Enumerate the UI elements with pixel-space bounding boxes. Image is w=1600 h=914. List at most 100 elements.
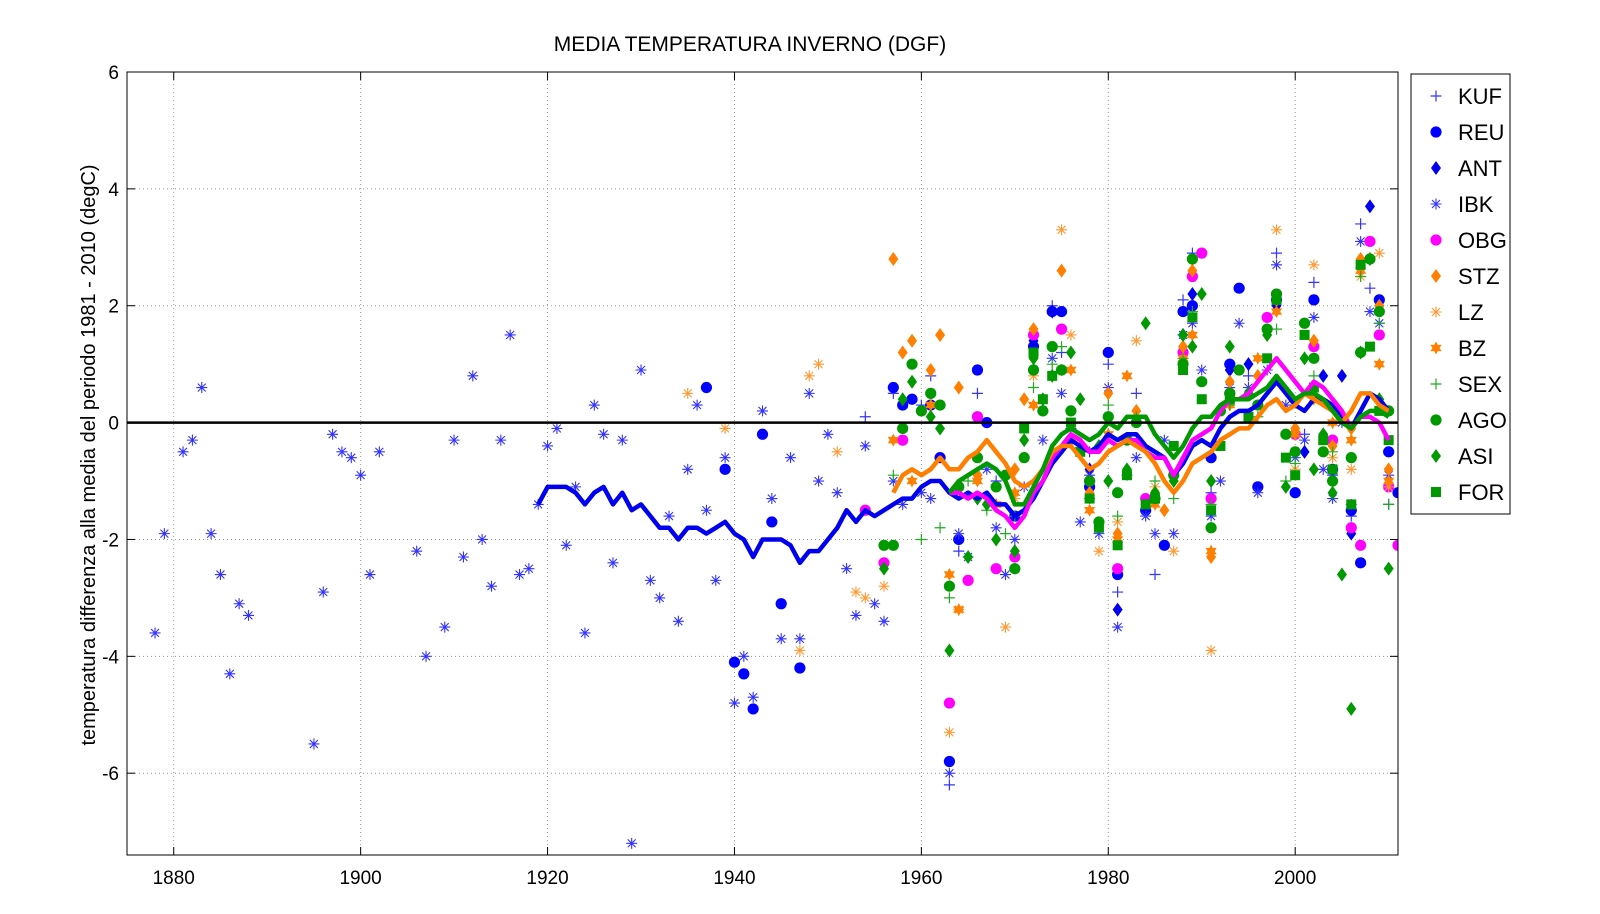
data-point: [1093, 522, 1104, 533]
data-point: [355, 469, 367, 481]
legend-label: OBG: [1458, 228, 1507, 253]
data-point: [1103, 474, 1114, 489]
data-point: [1205, 522, 1217, 534]
data-point: [373, 446, 385, 458]
data-point: [1065, 363, 1077, 377]
y-tick-label: 2: [108, 297, 119, 318]
legend-item-bz: BZ: [1430, 336, 1486, 361]
data-point: [822, 428, 834, 440]
data-point: [766, 493, 778, 505]
data-point: [1149, 475, 1161, 487]
data-point: [878, 539, 890, 551]
data-point: [1262, 353, 1273, 364]
data-point: [1280, 452, 1291, 463]
x-tick-label: 1980: [1087, 868, 1129, 889]
data-point: [963, 549, 974, 564]
data-point: [1168, 545, 1180, 557]
data-point: [1345, 433, 1357, 447]
data-point: [1373, 247, 1385, 259]
data-point: [1037, 434, 1049, 446]
data-point: [1112, 533, 1124, 546]
data-point: [1019, 423, 1030, 434]
data-point: [1355, 259, 1366, 270]
data-point: [1205, 644, 1217, 656]
legend-box: [1410, 73, 1511, 515]
data-point: [1373, 317, 1385, 329]
data-point: [1149, 569, 1161, 581]
data-point: [869, 598, 881, 610]
legend-marker: [1430, 126, 1442, 138]
data-point: [439, 621, 451, 633]
data-point: [233, 598, 245, 610]
data-series: [149, 199, 1398, 849]
data-point: [1112, 540, 1123, 551]
data-point: [1326, 475, 1339, 487]
data-point: [411, 545, 423, 557]
data-point: [1178, 327, 1189, 342]
data-point: [1383, 561, 1394, 576]
data-point: [1271, 224, 1283, 236]
smoothed-line-4: [947, 373, 1390, 507]
data-point: [906, 474, 918, 488]
data-point: [1280, 399, 1292, 411]
data-point: [514, 569, 526, 581]
legend-item-reu: REU: [1430, 120, 1504, 145]
legend-label: BZ: [1458, 336, 1486, 361]
data-point: [943, 568, 955, 581]
data-point: [1196, 287, 1207, 302]
data-point: [915, 487, 927, 499]
data-point: [944, 643, 955, 658]
data-point: [1084, 469, 1096, 481]
data-point: [1083, 475, 1096, 487]
data-point: [1168, 440, 1179, 451]
data-point: [485, 580, 497, 592]
data-point: [570, 481, 582, 493]
data-point: [205, 528, 217, 540]
data-point: [1093, 545, 1105, 557]
legend-item-ant: ANT: [1431, 156, 1502, 181]
data-point: [719, 422, 731, 434]
data-point: [626, 837, 638, 849]
data-point: [1261, 311, 1273, 324]
data-point: [327, 428, 339, 440]
data-point: [1308, 259, 1320, 271]
legend-item-asi: ASI: [1431, 444, 1493, 469]
data-point: [1102, 399, 1114, 411]
data-point: [364, 569, 376, 581]
data-point: [158, 528, 170, 540]
data-point: [1271, 259, 1283, 271]
data-point: [859, 411, 871, 423]
data-point: [1318, 368, 1329, 383]
data-point: [214, 569, 226, 581]
legend-label: IBK: [1458, 192, 1494, 217]
data-point: [1233, 364, 1245, 376]
data-point: [654, 592, 666, 604]
data-point: [1009, 544, 1020, 559]
data-point: [999, 528, 1011, 540]
plot-frame: [126, 71, 1399, 856]
data-point: [1196, 394, 1207, 405]
data-point: [775, 598, 787, 610]
data-point: [308, 738, 320, 750]
grid: [127, 71, 1398, 855]
data-point: [1084, 493, 1095, 504]
legend-marker: [1430, 234, 1442, 246]
data-point: [897, 434, 909, 446]
data-point: [943, 779, 955, 791]
data-point: [1233, 282, 1245, 294]
legend-marker: [1431, 161, 1441, 175]
data-point: [953, 380, 964, 395]
data-point: [1046, 341, 1058, 353]
data-point: [1112, 510, 1124, 522]
data-point: [1037, 394, 1048, 405]
legend-label: ASI: [1458, 444, 1493, 469]
data-point: [1345, 463, 1357, 475]
data-point: [1205, 510, 1217, 522]
data-point: [495, 434, 507, 446]
data-point: [1149, 497, 1161, 511]
data-point: [813, 358, 825, 370]
data-point: [1336, 368, 1347, 383]
data-point: [925, 409, 936, 424]
data-point: [1383, 474, 1395, 488]
